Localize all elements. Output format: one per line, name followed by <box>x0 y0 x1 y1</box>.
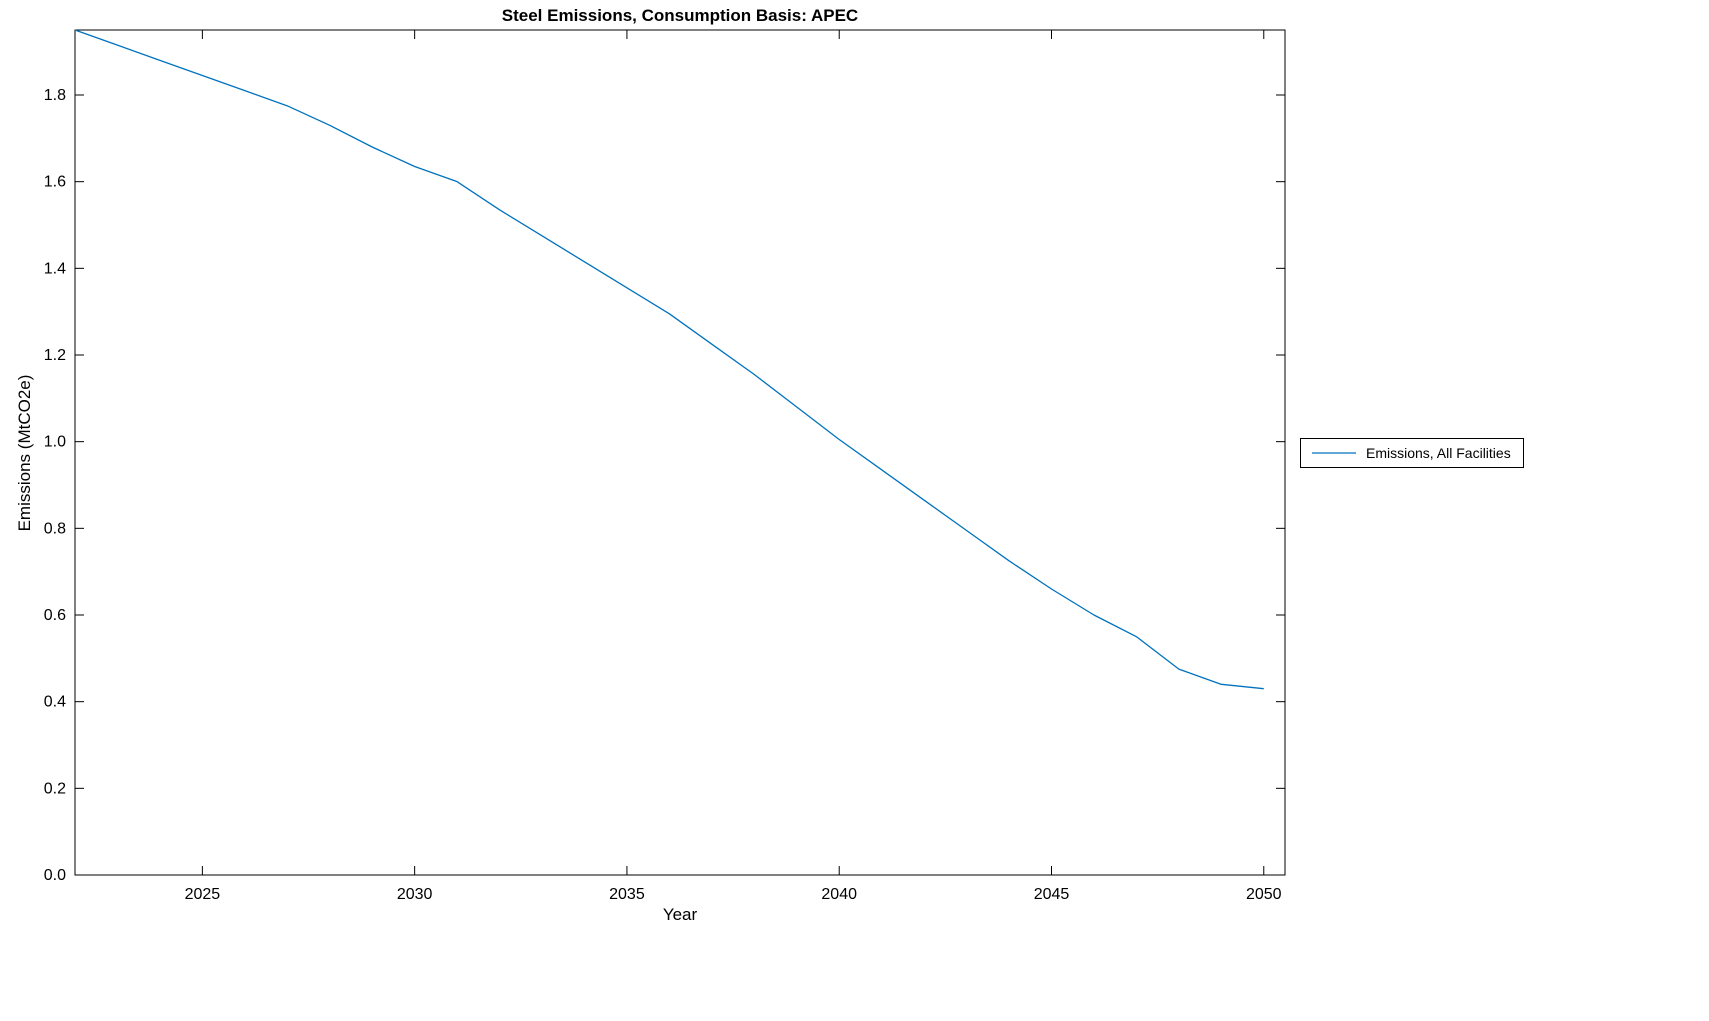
svg-text:1.4: 1.4 <box>44 260 66 277</box>
svg-text:2045: 2045 <box>1034 886 1070 903</box>
svg-text:2025: 2025 <box>185 886 221 903</box>
legend-entry-label: Emissions, All Facilities <box>1366 445 1511 461</box>
svg-text:2040: 2040 <box>821 886 857 903</box>
x-axis-label: Year <box>662 905 698 924</box>
svg-text:1.2: 1.2 <box>44 347 66 364</box>
svg-text:0.2: 0.2 <box>44 780 66 797</box>
svg-text:1.8: 1.8 <box>44 87 66 104</box>
y-axis-label: Emissions (MtCO2e) <box>15 374 34 532</box>
svg-text:2030: 2030 <box>397 886 433 903</box>
svg-text:2035: 2035 <box>609 886 645 903</box>
svg-text:2050: 2050 <box>1246 886 1282 903</box>
svg-text:0.6: 0.6 <box>44 607 66 624</box>
legend: Emissions, All Facilities <box>1300 438 1524 468</box>
svg-text:0.0: 0.0 <box>44 867 66 884</box>
svg-text:0.4: 0.4 <box>44 694 66 711</box>
svg-text:1.6: 1.6 <box>44 174 66 191</box>
svg-text:0.8: 0.8 <box>44 520 66 537</box>
chart-title: Steel Emissions, Consumption Basis: APEC <box>501 6 859 25</box>
svg-text:1.0: 1.0 <box>44 434 66 451</box>
legend-swatch <box>1312 452 1356 454</box>
